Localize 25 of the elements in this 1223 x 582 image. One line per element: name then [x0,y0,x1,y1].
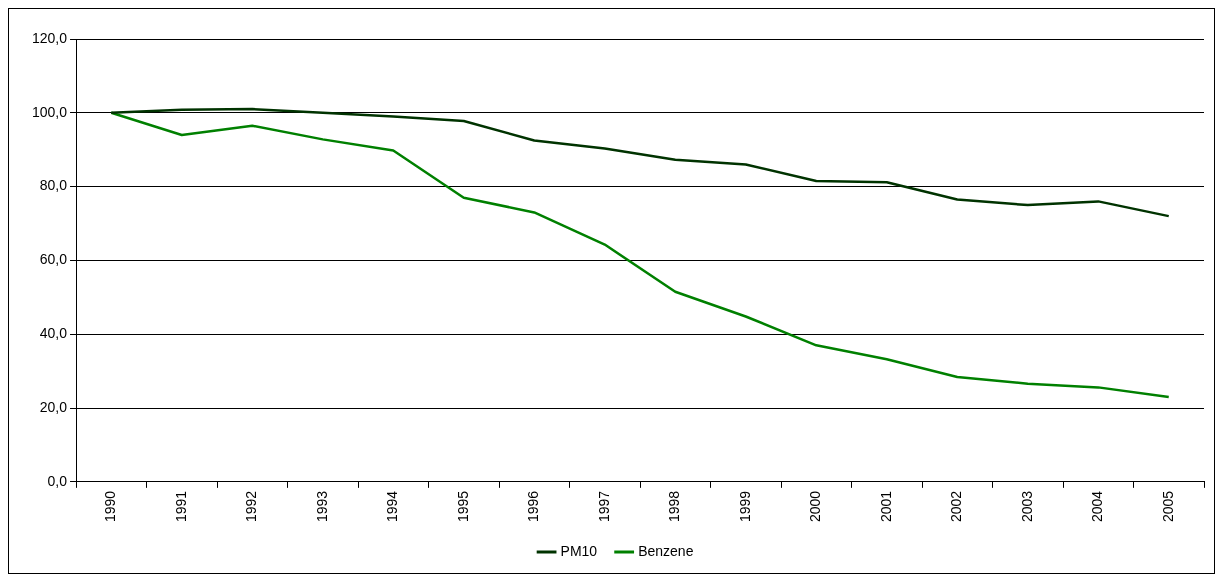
y-tick-label: 120,0 [31,29,68,46]
y-tick-label: 60,0 [39,251,68,268]
y-tick-label: 80,0 [39,177,68,194]
y-tick-label: 0,0 [47,472,68,489]
x-tick-label: 1997 [595,490,612,523]
x-tick-label: 1992 [243,490,260,523]
x-tick-label: 1996 [525,490,542,523]
x-tick-label: 1993 [313,490,330,523]
x-tick-label: 1990 [102,490,119,523]
x-tick-label: 1991 [172,490,189,523]
legend-label: PM10 [560,542,598,559]
x-tick-label: 2004 [1089,490,1106,523]
x-tick-label: 1999 [736,490,753,523]
x-tick-label: 2001 [877,490,894,523]
x-tick-label: 1994 [384,490,401,523]
x-tick-label: 2003 [1018,490,1035,523]
legend-label: Benzene [638,542,694,559]
x-tick-label: 1998 [666,490,683,523]
x-tick-label: 2002 [948,490,965,523]
y-tick-label: 20,0 [39,398,68,415]
x-tick-label: 1995 [454,490,471,523]
x-tick-label: 2000 [807,490,824,523]
x-tick-label: 2005 [1159,490,1176,523]
y-tick-label: 40,0 [39,325,68,342]
y-tick-label: 100,0 [31,103,68,120]
